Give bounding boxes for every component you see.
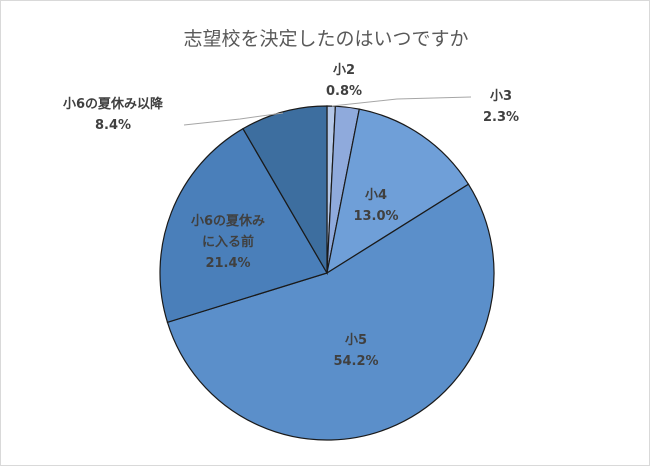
pie-slice-4 [159, 127, 328, 324]
category-label-0-0: 小2 [333, 63, 355, 78]
category-label-4-1: に入る前 [202, 234, 254, 250]
value-label-2: 13.0% [353, 209, 398, 224]
value-label-0: 0.8% [326, 84, 362, 99]
value-label-5: 8.4% [95, 118, 131, 133]
category-label-4-0: 小6の夏休み [191, 213, 265, 229]
data-label-5: 小6の夏休み以降 8.4% [63, 96, 164, 133]
pie-slices [159, 105, 495, 441]
pie-slice-3 [166, 183, 495, 441]
category-label-1-0: 小3 [490, 89, 512, 104]
category-label-2-0: 小4 [365, 188, 387, 203]
data-label-2: 小4 13.0% [353, 188, 398, 224]
data-label-3: 小5 54.2% [333, 333, 378, 369]
value-label-1: 2.3% [483, 110, 519, 125]
data-label-0: 小2 0.8% [326, 63, 362, 99]
chart-title: 志望校を決定したのはいつですか [183, 28, 468, 50]
data-label-1: 小3 2.3% [483, 89, 519, 125]
leader-lines [183, 96, 472, 126]
value-label-3: 54.2% [333, 354, 378, 369]
pie-slice-5 [242, 105, 328, 276]
category-label-3-0: 小5 [345, 333, 367, 348]
leader-line-0 [331, 96, 472, 107]
leader-line-5 [183, 112, 284, 126]
pie-slice-2 [326, 108, 470, 275]
category-label-5-0: 小6の夏休み以降 [63, 96, 164, 112]
value-label-4: 21.4% [205, 256, 250, 271]
